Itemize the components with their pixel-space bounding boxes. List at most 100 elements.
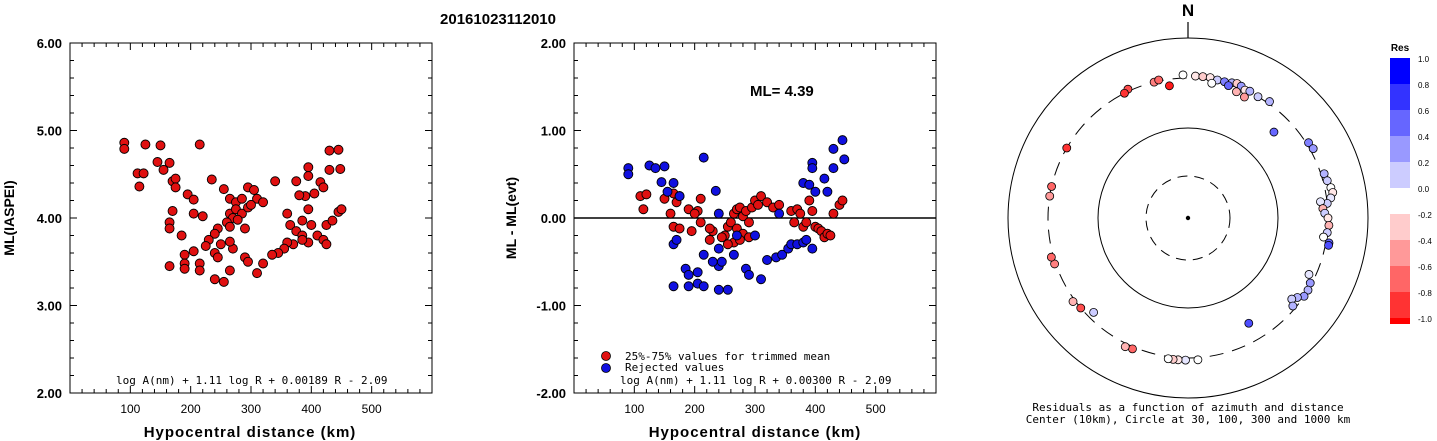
- data-point: [713, 208, 724, 219]
- data-point: [297, 234, 308, 245]
- data-point: [789, 217, 800, 228]
- data-point: [335, 164, 346, 174]
- station-point: [1324, 240, 1333, 250]
- station-point: [1308, 144, 1318, 153]
- colorbar-swatch: [1390, 58, 1410, 84]
- data-point: [774, 208, 785, 219]
- data-point: [716, 232, 727, 243]
- data-point: [209, 274, 220, 285]
- y-tick-label: -2.00: [536, 386, 566, 401]
- data-point: [170, 182, 181, 193]
- data-point: [665, 208, 676, 219]
- data-point: [236, 193, 247, 204]
- data-point: [218, 276, 229, 287]
- data-point: [138, 168, 149, 179]
- data-point: [155, 140, 166, 151]
- colorbar-tick-label: -0.8: [1418, 289, 1432, 298]
- station-point: [1181, 355, 1190, 365]
- data-points: [623, 135, 850, 295]
- data-point: [164, 223, 175, 234]
- data-point: [240, 223, 250, 234]
- data-point: [258, 197, 269, 208]
- caption-line-2: Center (10km), Circle at 30, 100, 300 an…: [1026, 413, 1351, 426]
- colorbar-labels: 1.0 0.8 0.6 0.4 0.2 0.0 -0.2 -0.4 -0.6 -0.8 -1.0: [1418, 55, 1432, 324]
- data-point: [164, 261, 175, 272]
- data-point: [728, 249, 739, 260]
- station-point: [1128, 344, 1137, 354]
- x-tick-label: 400: [805, 402, 825, 416]
- colorbar-swatch: [1390, 240, 1410, 266]
- colorbar-tick-label: 0.0: [1418, 185, 1430, 194]
- data-point: [683, 269, 694, 280]
- data-point: [819, 173, 830, 184]
- station-point: [1253, 92, 1263, 102]
- colorbar-swatch: [1390, 110, 1410, 136]
- data-point: [309, 188, 320, 199]
- station-point: [1198, 72, 1208, 82]
- data-point: [801, 217, 812, 228]
- data-point: [753, 199, 763, 210]
- station-point: [1265, 97, 1274, 106]
- y-tick-labels: 2.00 3.00 4.00 5.00 6.00: [37, 36, 62, 401]
- x-tick-labels: 100 200 300 400 500: [624, 402, 886, 416]
- data-point: [692, 267, 703, 278]
- colorbar-tick-label: 0.8: [1418, 81, 1430, 90]
- colorbar-swatch: [1390, 188, 1410, 214]
- colorbar-title: Res: [1391, 43, 1410, 54]
- data-point: [303, 162, 314, 173]
- colorbar-swatch: [1390, 162, 1410, 188]
- colorbar-tick-label: 0.4: [1418, 133, 1430, 142]
- station-point: [1120, 342, 1130, 352]
- data-point: [704, 223, 715, 234]
- colorbar-swatch: [1390, 84, 1410, 110]
- caption-line-1: Residuals as a function of azimuth and d…: [1032, 401, 1343, 414]
- station-point: [1304, 270, 1314, 279]
- data-point: [683, 281, 694, 292]
- data-point: [206, 174, 217, 185]
- station-point: [1322, 176, 1332, 186]
- legend-marker-rejected: [601, 363, 611, 373]
- data-point: [179, 263, 190, 274]
- figure-title: 20161023112010: [440, 11, 556, 28]
- data-point: [795, 208, 806, 219]
- x-axis-label: Hypocentral distance (km): [144, 424, 357, 441]
- colorbar-tick-label: -0.6: [1418, 263, 1432, 272]
- data-point: [282, 208, 293, 219]
- station-point: [1120, 88, 1129, 98]
- y-tick-label: 6.00: [37, 36, 62, 51]
- y-axis-label: ML - ML(evt): [503, 177, 519, 259]
- data-point: [722, 239, 733, 250]
- data-point: [294, 190, 305, 201]
- station-point: [1232, 87, 1241, 97]
- data-point: [252, 268, 262, 279]
- station-point: [1046, 252, 1056, 262]
- data-point: [804, 179, 815, 190]
- data-point: [725, 217, 736, 228]
- data-point: [695, 217, 706, 228]
- data-point: [179, 249, 190, 260]
- center-dot: [1185, 215, 1191, 221]
- data-point: [777, 249, 788, 260]
- data-point: [713, 243, 724, 254]
- data-point: [828, 163, 839, 174]
- station-point: [1245, 86, 1255, 96]
- colorbar-swatch: [1390, 318, 1410, 324]
- data-point: [306, 220, 317, 230]
- circle-30km: [1145, 175, 1231, 261]
- y-tick-labels: -2.00 -1.00 0.00 1.00 2.00: [536, 36, 566, 401]
- data-point: [674, 191, 685, 202]
- station-point: [1178, 70, 1188, 80]
- data-point: [659, 161, 670, 172]
- data-point: [212, 252, 223, 263]
- station-point: [1154, 75, 1164, 85]
- circle-100km: [1097, 127, 1279, 309]
- data-point: [698, 152, 709, 163]
- data-point: [650, 163, 661, 174]
- station-point: [1045, 191, 1055, 201]
- y-tick-label: 2.00: [541, 36, 566, 51]
- data-point: [200, 241, 211, 251]
- station-point: [1165, 81, 1174, 91]
- data-point: [762, 255, 773, 265]
- data-point: [837, 135, 848, 146]
